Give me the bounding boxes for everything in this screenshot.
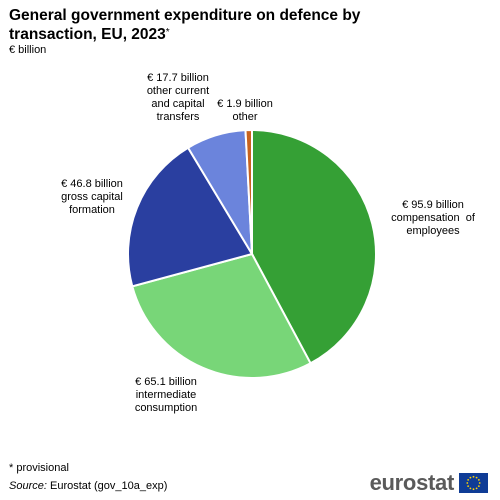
logo-wordmark: eurostat: [369, 470, 455, 495]
pie-slice-4: [244, 128, 253, 255]
source-value: Eurostat (gov_10a_exp): [49, 480, 168, 492]
pie-slice-0: [251, 128, 377, 365]
footnote: * provisional: [9, 462, 69, 474]
eu-flag-icon: [459, 473, 488, 493]
pie-slice-2: [127, 146, 254, 288]
source-line: Source: Eurostat (gov_10a_exp): [9, 480, 167, 492]
slice-label-1: € 65.1 billion intermediate consumption: [135, 376, 197, 414]
chart-title: General government expenditure on defenc…: [9, 7, 361, 43]
slice-label-3: € 17.7 billion other current and capital tr…: [147, 72, 209, 123]
pie-slice-1: [131, 252, 312, 379]
title-footnote-mark: *: [165, 27, 170, 38]
source-key: Source:: [9, 480, 47, 492]
unit-label: € billion: [9, 44, 47, 56]
slice-label-0: € 95.9 billion compensation of employees: [391, 199, 476, 237]
eurostat-logo: eurostat: [370, 470, 488, 496]
slice-label-2: € 46.8 billion gross capital formation: [61, 178, 123, 216]
slice-label-4: € 1.9 billion other: [217, 98, 273, 123]
